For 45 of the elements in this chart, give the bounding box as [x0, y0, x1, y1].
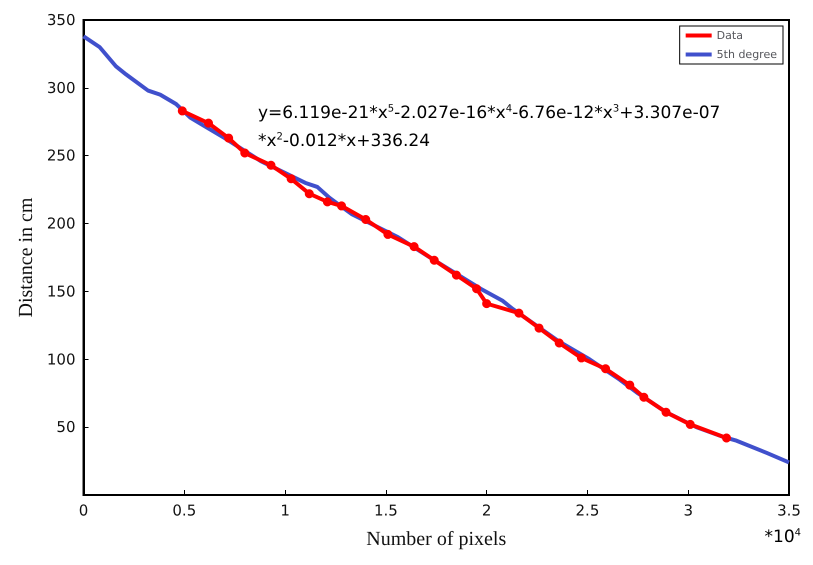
point — [514, 308, 524, 318]
y-tick-label: 200 — [46, 214, 76, 233]
point — [286, 174, 296, 184]
x-axis-title: Number of pixels — [366, 528, 506, 550]
y-tick-label: 250 — [46, 146, 76, 165]
point — [322, 197, 332, 206]
y-tick-label: 100 — [46, 350, 76, 368]
point — [576, 353, 586, 362]
point — [534, 324, 544, 333]
point — [266, 160, 276, 170]
point — [686, 420, 695, 429]
legend-label: Data — [716, 29, 743, 42]
point — [625, 380, 634, 390]
point — [361, 215, 370, 224]
point — [639, 392, 648, 402]
x-tick-label: 1.5 — [374, 502, 398, 520]
point — [482, 299, 492, 308]
point — [452, 270, 461, 280]
point — [240, 148, 250, 158]
x-tick-label: 3 — [683, 502, 693, 520]
point — [304, 189, 314, 198]
x-tick-label: 0.5 — [172, 502, 196, 520]
y-tick-label: 150 — [46, 282, 76, 300]
x-tick-label: 0 — [78, 502, 88, 520]
y-tick-label: 50 — [56, 418, 76, 436]
legend-label: 5th degree — [716, 48, 778, 61]
point — [554, 338, 564, 348]
point — [472, 284, 482, 294]
point — [204, 118, 213, 128]
point — [178, 106, 187, 116]
y-axis-title: Distance in cm — [15, 197, 37, 318]
point — [224, 134, 234, 143]
y-tick-label: 300 — [46, 78, 76, 97]
x-tick-label: 2 — [482, 502, 492, 520]
point — [337, 201, 346, 210]
point — [430, 256, 439, 265]
point — [722, 434, 732, 442]
point — [383, 230, 392, 239]
point — [662, 408, 671, 417]
x-tick-label: 1 — [280, 502, 290, 520]
point — [410, 242, 419, 252]
x-tick-label: 3.5 — [777, 502, 801, 520]
x-tick-label: 2.5 — [576, 502, 600, 520]
y-tick-label: 350 — [46, 11, 76, 29]
point — [601, 364, 610, 374]
